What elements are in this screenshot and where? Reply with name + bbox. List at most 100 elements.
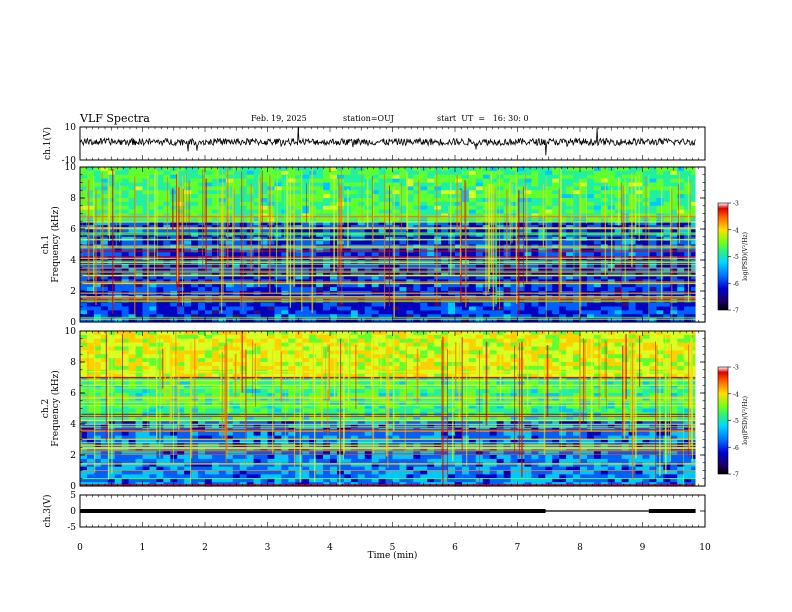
spectrogram-cell	[191, 217, 199, 222]
spectrogram-cell	[663, 182, 671, 187]
spectrogram-cell	[600, 182, 609, 187]
spectrogram-cell	[336, 178, 345, 184]
spectrogram-cell	[531, 275, 539, 280]
spectrogram-cell	[677, 186, 685, 191]
spectrogram-cell	[135, 217, 144, 222]
spectrogram-cell	[170, 252, 178, 257]
spectrogram-cell	[302, 209, 310, 215]
spectrogram-cell	[170, 170, 178, 176]
spectrogram-cell	[455, 240, 463, 246]
spectrogram-cell	[566, 198, 574, 203]
spectrogram-cell	[670, 221, 678, 226]
spectrogram-cell	[316, 209, 324, 215]
spectrogram-cell	[566, 275, 574, 280]
spectrogram-cell	[371, 362, 380, 367]
spectrogram-cell	[406, 306, 414, 311]
spectrogram-cell	[691, 334, 699, 340]
spectrogram-cell	[649, 194, 657, 199]
spectrogram-cell	[607, 302, 616, 308]
spectrogram-cell	[399, 182, 407, 187]
date-label: Feb. 19, 2025	[251, 114, 307, 123]
spectrogram-cell	[246, 365, 255, 371]
spectrogram-cell	[156, 267, 164, 273]
spectrogram-cell	[552, 252, 560, 257]
spectrogram-cell	[448, 182, 456, 187]
spectrogram-cell	[135, 271, 144, 277]
spectrogram-cell	[441, 354, 449, 359]
spectrogram-cell	[538, 358, 546, 363]
spectrogram-cell	[538, 229, 546, 234]
spectrogram-cell	[80, 221, 88, 226]
spectrogram-cell	[642, 252, 651, 257]
spectrogram-cell	[267, 365, 276, 371]
spectrogram-cell	[475, 178, 484, 184]
spectrogram-cell	[211, 377, 220, 382]
spectrogram-cell	[225, 377, 234, 382]
spectrogram-cell	[246, 358, 255, 363]
spectrogram-cell	[600, 377, 609, 382]
spectrogram-cell	[448, 205, 456, 211]
spectrogram-cell	[260, 334, 269, 340]
spectrogram-cell	[239, 358, 248, 363]
spectrogram-cell	[323, 194, 331, 199]
spectrogram-cell	[156, 287, 164, 292]
spectrogram-cell	[573, 186, 581, 191]
spectrogram-cell	[205, 373, 213, 379]
spectrogram-cell	[441, 314, 449, 319]
spectrogram-cell	[86, 358, 95, 363]
spectrogram-cell	[267, 331, 276, 336]
spectrogram-cell	[128, 201, 137, 207]
spectrogram-cell	[642, 342, 651, 348]
spectrogram-cell	[357, 377, 366, 382]
spectrogram-cell	[434, 342, 442, 348]
spectrogram-cell	[218, 306, 227, 311]
spectrogram-cell	[475, 283, 484, 288]
spectrogram-cell	[538, 209, 546, 215]
spectrogram-cell	[510, 302, 519, 308]
spectrogram-cell	[239, 167, 248, 172]
spectrogram-cell	[121, 240, 130, 246]
spectrogram-cell	[274, 283, 282, 288]
spectrogram-cell	[93, 283, 102, 288]
spectrogram-cell	[614, 331, 623, 336]
spectrogram-cell	[559, 314, 567, 319]
spectrogram-cell	[295, 252, 303, 257]
spectrogram-cell	[316, 381, 324, 386]
spectrogram-cell	[684, 354, 692, 359]
spectrogram-cell	[392, 190, 401, 195]
spectrogram-cell	[100, 338, 109, 344]
spectrogram-cell	[371, 310, 380, 315]
spectrogram-cell	[246, 302, 255, 308]
spectrogram-cell	[343, 287, 352, 292]
spectrogram-cell	[399, 358, 407, 363]
spectrogram-cell	[191, 302, 199, 308]
spectrogram-cell	[121, 350, 130, 355]
spectrogram-cell	[448, 178, 456, 184]
spectrogram-cell	[399, 302, 407, 308]
spectrogram-cell	[649, 205, 657, 211]
spectrogram-cell	[260, 267, 269, 273]
spectrogram-cell	[455, 182, 463, 187]
spectrogram-cell	[239, 209, 248, 215]
spectrogram-cell	[517, 275, 526, 280]
spectrogram-cell	[107, 194, 116, 199]
spectrogram-cell	[455, 252, 463, 257]
spectrogram-cell	[205, 377, 213, 382]
spectrogram-cell	[517, 217, 526, 222]
spectrogram-cell	[295, 190, 303, 195]
spectrogram-cell	[184, 217, 192, 222]
spectrogram-cell	[434, 331, 442, 336]
spectrogram-cell	[371, 198, 380, 203]
spectrogram-cell	[205, 201, 213, 207]
spectrogram-cell	[80, 198, 88, 203]
spectrogram-cell	[142, 271, 151, 277]
spectrogram-cell	[600, 362, 609, 367]
spectrogram-cell	[198, 205, 206, 211]
spectrogram-cell	[441, 217, 449, 222]
spectrogram-cell	[392, 263, 401, 269]
spectrogram-cell	[309, 318, 317, 323]
spectrogram-cell	[211, 310, 220, 315]
spectrogram-cell	[524, 240, 532, 246]
spectrogram-cell	[107, 310, 116, 315]
spectrogram-cell	[642, 377, 651, 382]
